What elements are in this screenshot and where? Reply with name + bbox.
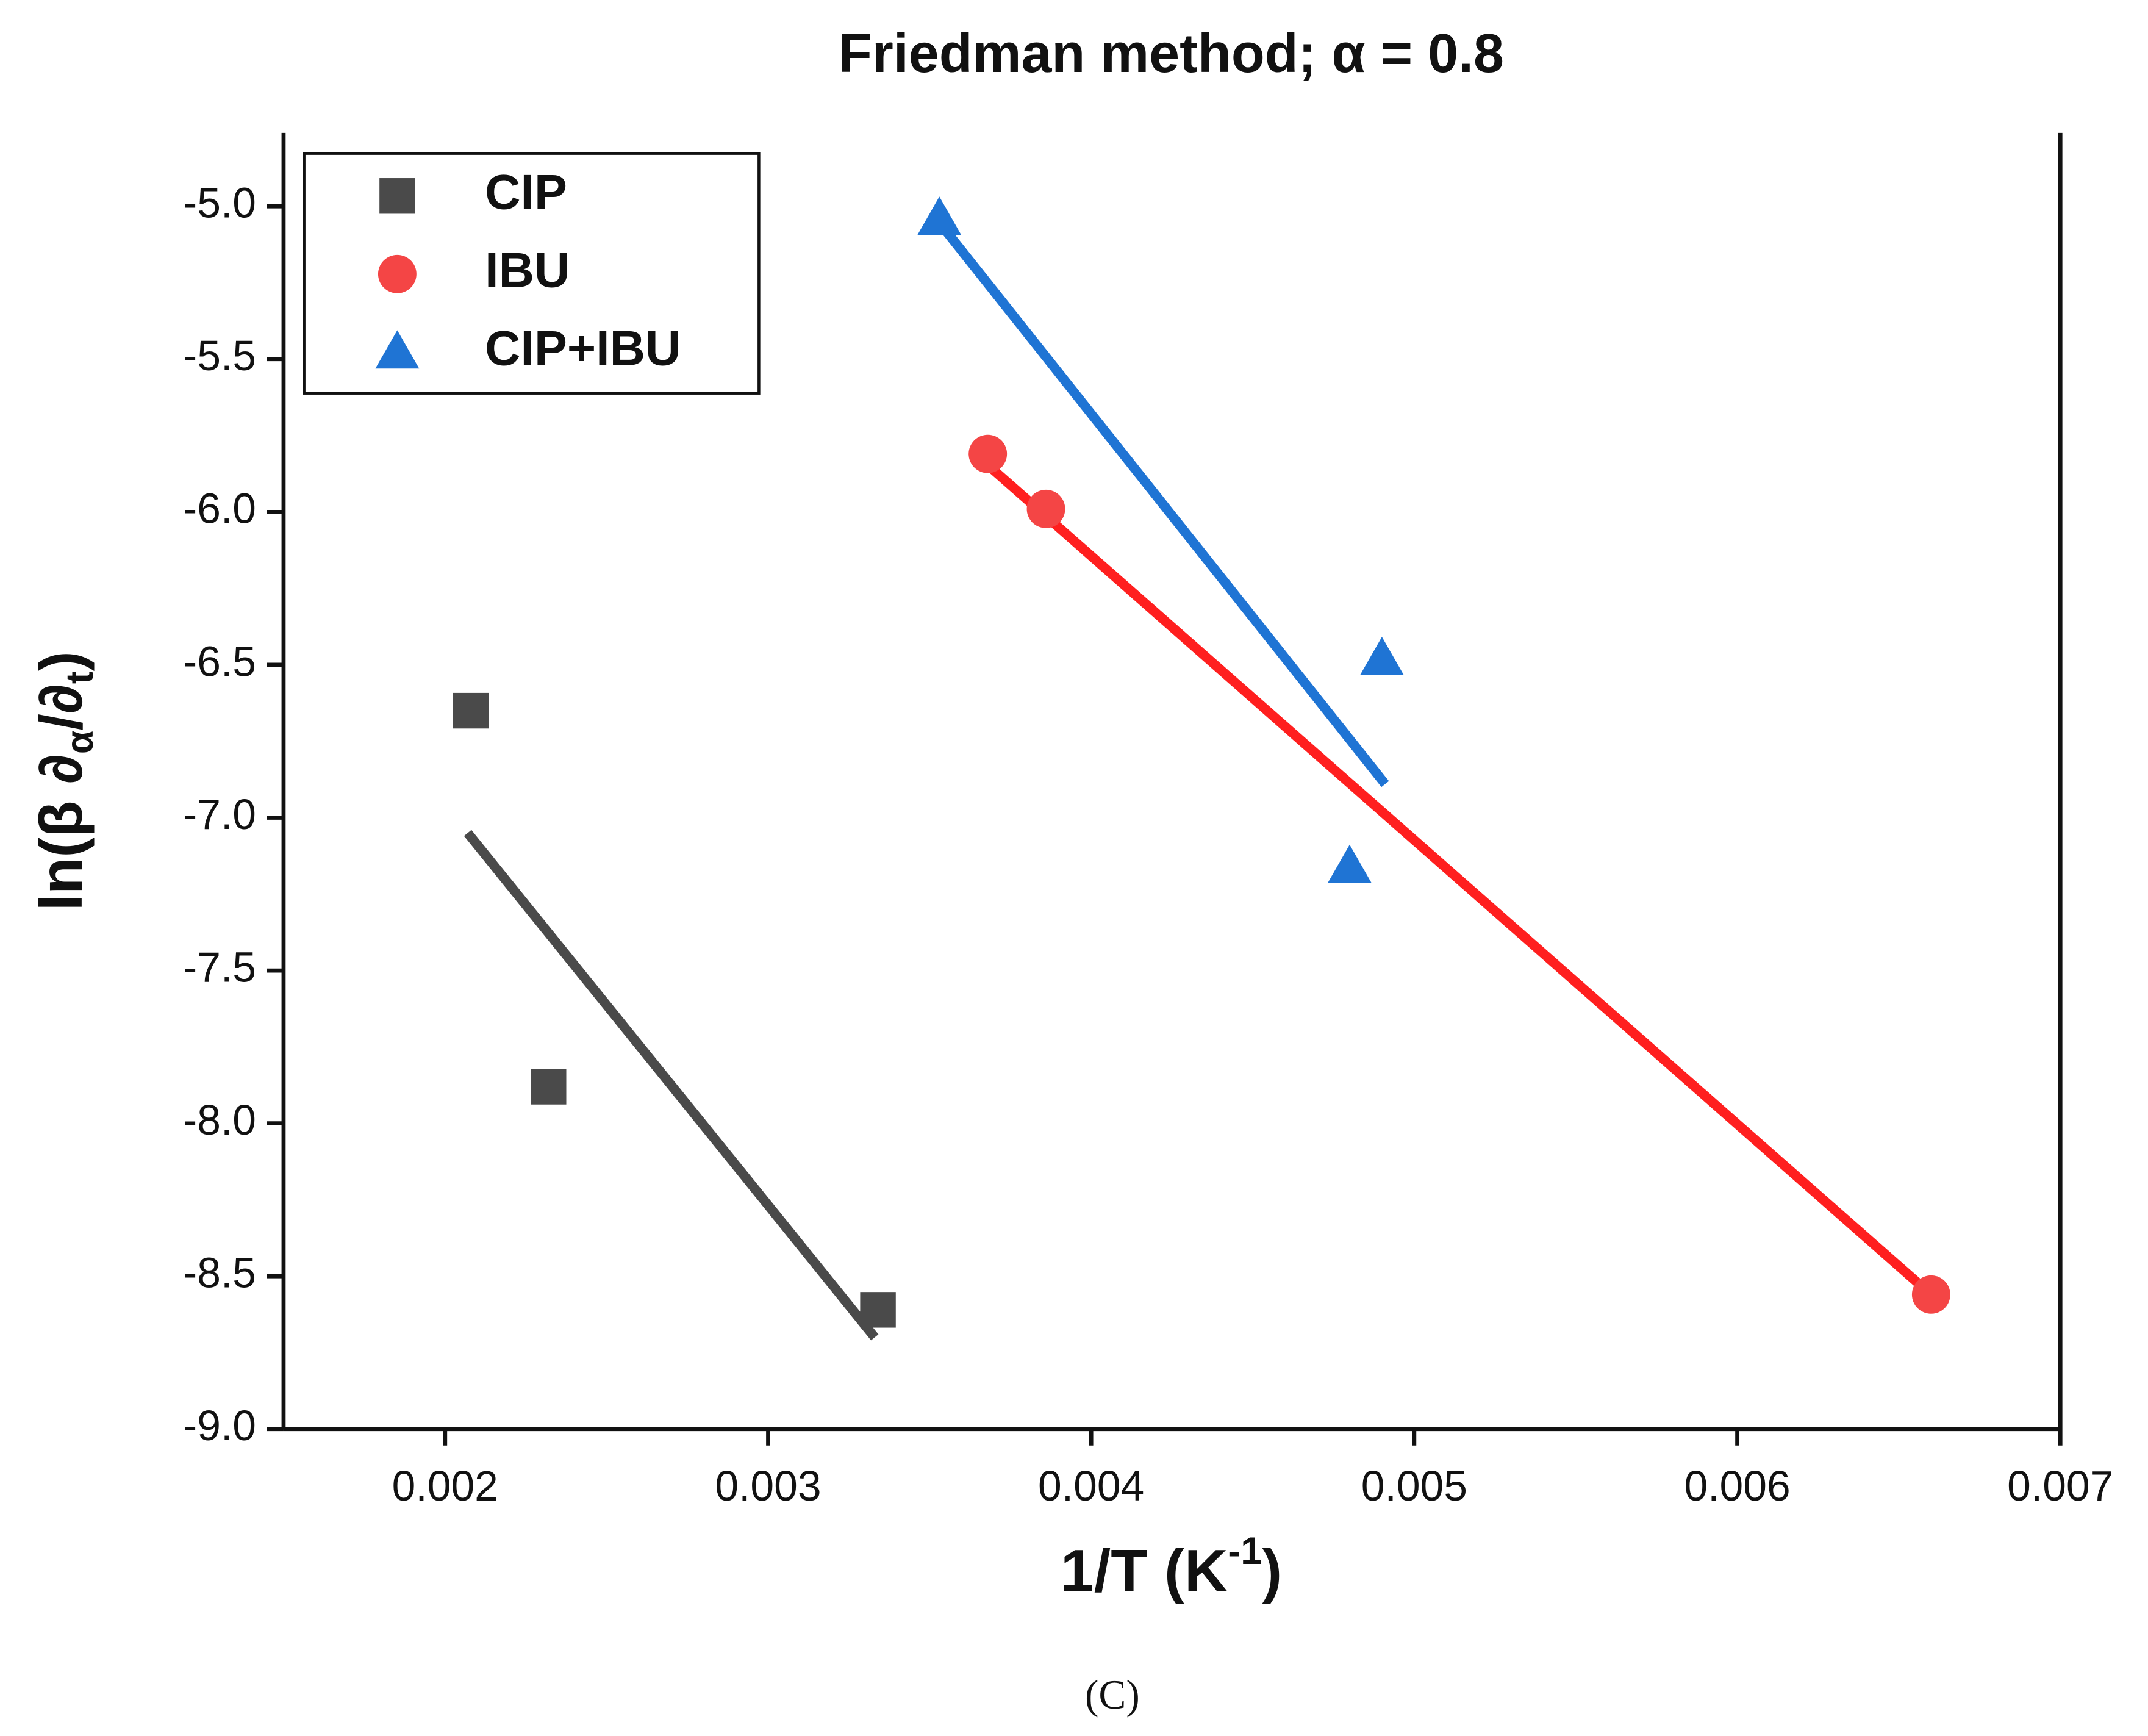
caption: (C): [1085, 1672, 1140, 1718]
marker: [917, 196, 962, 235]
fit-line: [968, 447, 1935, 1299]
y-tick-label: -8.5: [183, 1249, 256, 1297]
x-axis-label: 1/T (K-1): [1061, 1530, 1282, 1604]
y-label-main: ln(β ∂: [27, 754, 95, 911]
y-axis-label: ln(β ∂α/∂t): [27, 651, 101, 911]
x-label-sup: -1: [1228, 1530, 1262, 1573]
legend-label: CIP: [485, 165, 567, 220]
marker: [1911, 1275, 1950, 1314]
x-tick-label: 0.002: [392, 1462, 498, 1510]
legend-label: CIP+IBU: [485, 321, 681, 376]
legend-label: IBU: [485, 243, 570, 298]
marker: [453, 692, 489, 729]
marker: [968, 434, 1008, 473]
marker: [1327, 844, 1372, 883]
marker: [1026, 489, 1065, 528]
y-label-sub: α: [58, 730, 101, 754]
chart-title: Friedman method; α = 0.8: [839, 23, 1504, 84]
x-tick-label: 0.006: [1684, 1462, 1790, 1510]
marker: [1359, 636, 1404, 675]
axes: [281, 132, 2063, 1432]
marker: [378, 254, 417, 293]
y-tick-label: -5.0: [183, 179, 256, 227]
marker: [379, 178, 415, 214]
y-label-sub: t: [58, 671, 101, 684]
marker: [375, 330, 420, 369]
y-tick-label: -8.0: [183, 1096, 256, 1144]
x-tick-label: 0.004: [1038, 1462, 1144, 1510]
y-label-mid: /∂: [27, 684, 95, 730]
marker: [531, 1069, 567, 1105]
x-label-main: 1/T (K: [1061, 1537, 1228, 1604]
fit-line: [932, 215, 1389, 787]
fit-line: [464, 830, 879, 1341]
y-tick-label: -6.0: [183, 485, 256, 533]
x-label-end: ): [1262, 1537, 1282, 1604]
x-tick-label: 0.005: [1361, 1462, 1467, 1510]
x-tick-label: 0.007: [2007, 1462, 2113, 1510]
marker: [860, 1292, 896, 1328]
y-tick-label: -6.5: [183, 637, 256, 685]
y-tick-label: -9.0: [183, 1402, 256, 1449]
x-tick-label: 0.003: [715, 1462, 821, 1510]
y-tick-label: -5.5: [183, 332, 256, 379]
y-tick-label: -7.5: [183, 943, 256, 991]
y-tick-label: -7.0: [183, 791, 256, 838]
y-label-end: ): [27, 651, 95, 671]
